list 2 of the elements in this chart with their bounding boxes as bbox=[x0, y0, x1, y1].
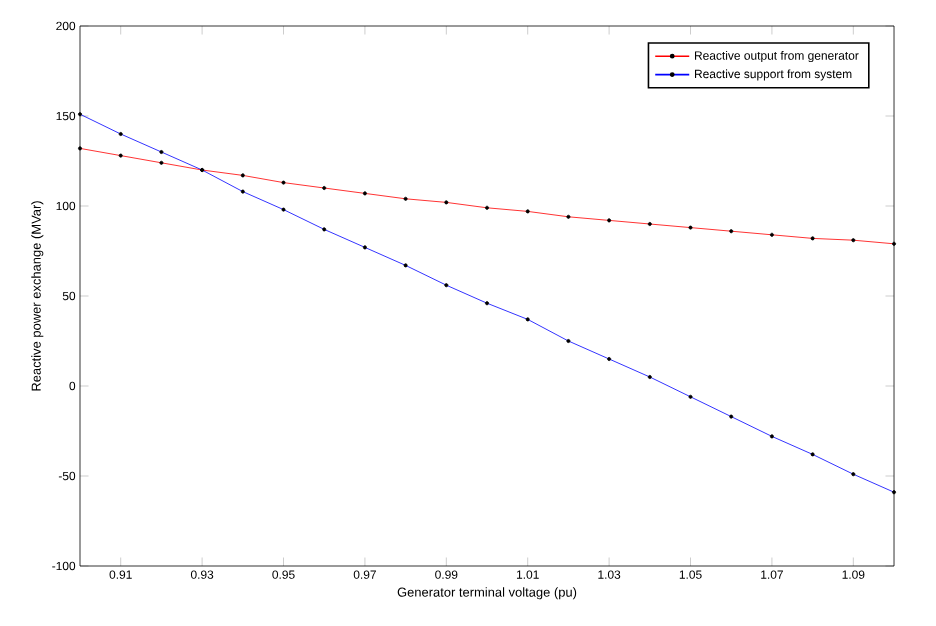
line-series bbox=[78, 112, 897, 495]
line-series bbox=[78, 146, 897, 246]
